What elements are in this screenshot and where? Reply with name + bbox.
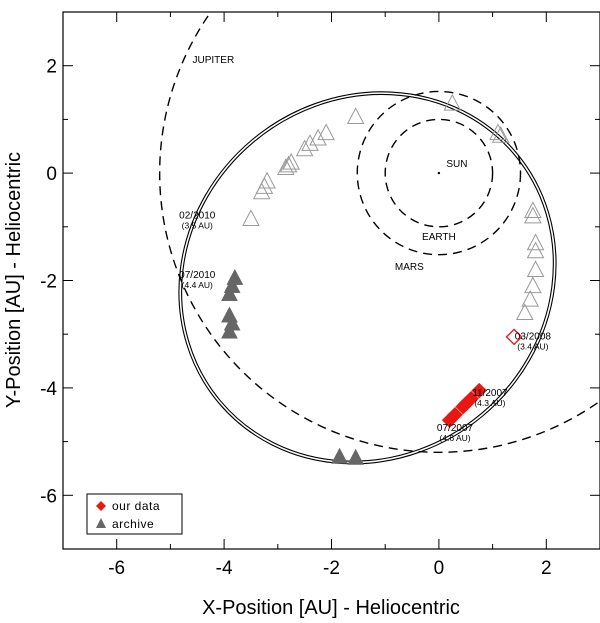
x-tick-label: -2 bbox=[323, 558, 340, 579]
legend-label-archive: archive bbox=[112, 517, 154, 531]
comet-orbit-outer bbox=[178, 91, 557, 465]
annotation-distance: (3.5 AU) bbox=[182, 221, 213, 231]
orbits-layer bbox=[159, 12, 600, 465]
archive-open-marker bbox=[279, 155, 298, 173]
x-tick-label: -4 bbox=[216, 558, 233, 579]
archive-open-marker bbox=[526, 260, 545, 278]
x-tick-labels: -6 -4 -2 0 2 bbox=[108, 558, 551, 579]
archive-open-marker bbox=[515, 303, 534, 321]
annotations: 02/2010 (3.5 AU) 07/2010 (4.4 AU) 03/200… bbox=[179, 211, 551, 443]
archive-open-marker bbox=[524, 201, 542, 218]
earth-label: EARTH bbox=[422, 232, 456, 243]
x-axis-title: X-Position [AU] - Heliocentric bbox=[202, 597, 460, 619]
our-data-marker bbox=[463, 390, 479, 407]
archive-open-marker bbox=[524, 206, 542, 224]
archive-open-marker bbox=[521, 289, 540, 307]
y-tick-labels: 2 0 -2 -4 -6 bbox=[40, 57, 57, 508]
our-data-marker bbox=[471, 382, 488, 399]
earth-orbit bbox=[384, 118, 494, 228]
y-tick-label: 0 bbox=[46, 164, 57, 185]
archive-open-marker bbox=[252, 182, 271, 200]
annotation-distance: (4.4 AU) bbox=[182, 280, 213, 290]
mars-label: MARS bbox=[395, 262, 424, 273]
mars-orbit bbox=[356, 90, 522, 256]
jupiter-label: JUPITER bbox=[193, 55, 235, 66]
archive-open-marker bbox=[443, 93, 462, 111]
y-tick-label: -4 bbox=[40, 379, 57, 400]
comet-orbit-inner bbox=[181, 93, 554, 462]
jupiter-orbit bbox=[159, 12, 600, 453]
archive-marker bbox=[221, 322, 238, 339]
markers-layer bbox=[221, 93, 545, 465]
annotation-date: 02/2010 bbox=[179, 211, 216, 222]
legend: our data archive bbox=[86, 493, 183, 535]
archive-open-marker bbox=[277, 158, 295, 176]
y-tick-label: -6 bbox=[40, 486, 57, 507]
annotation-distance: (4.3 AU) bbox=[474, 398, 505, 408]
annotation-distance: (3.4 AU) bbox=[517, 342, 548, 352]
archive-open-marker bbox=[526, 241, 545, 259]
archive-marker bbox=[331, 447, 348, 464]
sun-label: SUN bbox=[446, 159, 467, 170]
annotation-date: 07/2010 bbox=[179, 270, 216, 281]
y-axis-title: Y-Position [AU] - Heliocentric bbox=[3, 152, 25, 408]
archive-open-marker bbox=[282, 152, 301, 170]
axis-ticks bbox=[62, 11, 600, 550]
body-labels: SUN EARTH MARS JUPITER bbox=[193, 55, 468, 273]
legend-triangle-icon bbox=[96, 518, 106, 528]
annotation-date: 07/2007 bbox=[437, 423, 474, 434]
x-tick-label: -6 bbox=[108, 558, 125, 579]
annotation-date: 03/2008 bbox=[515, 332, 552, 343]
archive-open-marker bbox=[346, 107, 365, 125]
x-tick-label: 0 bbox=[434, 558, 445, 579]
legend-diamond-icon bbox=[96, 501, 106, 511]
legend-label-our-data: our data bbox=[112, 499, 160, 513]
archive-open-marker bbox=[295, 139, 314, 157]
our-data-marker bbox=[447, 406, 463, 423]
archive-open-marker bbox=[258, 171, 276, 189]
our-data-open-marker bbox=[505, 328, 523, 346]
archive-open-marker bbox=[526, 233, 545, 251]
y-tick-label: -2 bbox=[40, 272, 57, 293]
archive-marker bbox=[347, 448, 365, 465]
archive-open-marker bbox=[489, 123, 507, 141]
archive-open-marker bbox=[242, 209, 260, 227]
archive-marker bbox=[221, 284, 238, 301]
archive-open-marker bbox=[255, 177, 274, 194]
sun-marker bbox=[437, 171, 441, 175]
archive-open-marker bbox=[491, 126, 510, 143]
archive-open-marker bbox=[309, 128, 327, 146]
x-tick-label: 2 bbox=[541, 558, 552, 579]
plot-frame bbox=[62, 11, 600, 550]
annotation-date: 11/2007 bbox=[472, 388, 508, 399]
archive-open-marker bbox=[317, 123, 335, 141]
archive-open-marker bbox=[524, 276, 542, 294]
y-tick-label: 2 bbox=[46, 57, 57, 78]
annotation-distance: (4.6 AU) bbox=[439, 433, 470, 443]
archive-open-marker bbox=[301, 134, 319, 151]
